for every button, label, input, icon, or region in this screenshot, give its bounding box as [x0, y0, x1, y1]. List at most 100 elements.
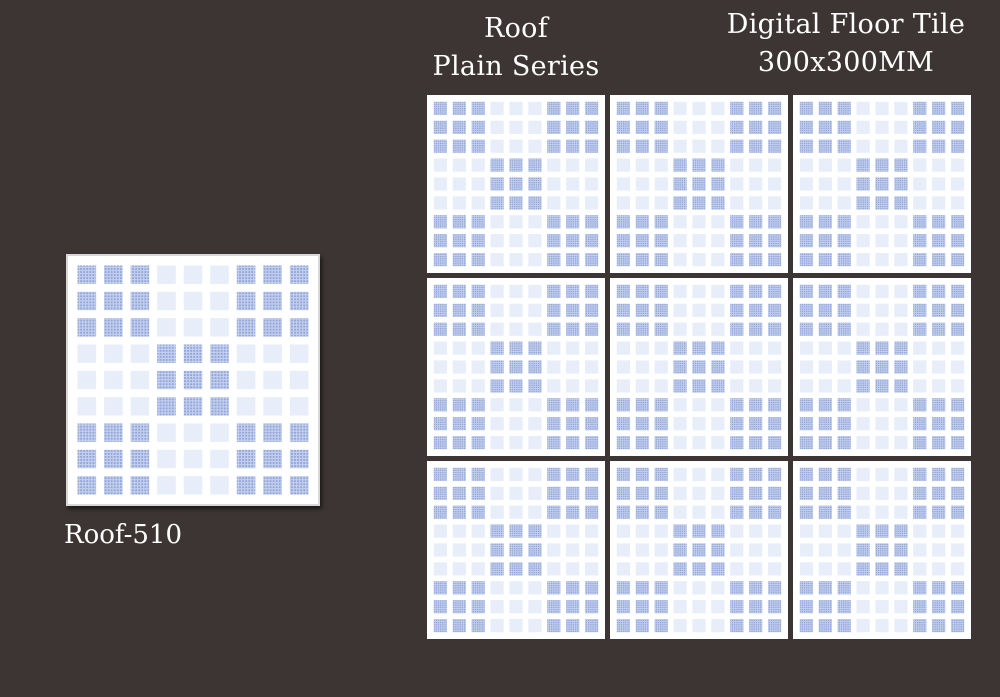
- tile-square-dark: [654, 435, 668, 450]
- tile-square-light: [210, 291, 229, 311]
- tile-square-light: [490, 467, 504, 482]
- tile-square-light: [711, 581, 725, 595]
- tile-square-light: [528, 284, 542, 299]
- tile-square-light: [673, 486, 687, 500]
- tile-square-dark: [730, 101, 744, 116]
- tile-square-light: [711, 467, 725, 482]
- tile-square-light: [894, 486, 908, 500]
- tile-square-light: [711, 284, 725, 299]
- tile-square-dark: [547, 618, 561, 633]
- tile-square-light: [950, 196, 965, 210]
- tile-square-light: [730, 524, 744, 538]
- tile-square-dark: [104, 423, 123, 442]
- tile-square-dark: [767, 322, 782, 336]
- tile-square-dark: [452, 618, 466, 633]
- tile-square-dark: [471, 581, 485, 595]
- tile-square-dark: [749, 101, 763, 116]
- tile-square-dark: [837, 139, 851, 153]
- tile-square-light: [547, 562, 561, 576]
- tile-square-dark: [236, 449, 256, 469]
- tile-square-dark: [77, 476, 97, 495]
- tile-square-dark: [584, 303, 599, 317]
- tile-square-dark: [104, 318, 123, 337]
- tile-square-light: [818, 158, 832, 172]
- tile-square-dark: [767, 486, 782, 500]
- tile-square-dark: [584, 600, 599, 614]
- tile-square-light: [818, 562, 832, 576]
- tile-square-dark: [875, 379, 889, 393]
- tile-square-dark: [692, 543, 706, 557]
- tile-square-dark: [616, 581, 631, 595]
- tile-square-dark: [130, 449, 150, 469]
- tile-square-dark: [749, 303, 763, 317]
- tile-square-dark: [584, 284, 599, 299]
- tile-square-dark: [894, 543, 908, 557]
- tile-square-dark: [950, 467, 965, 482]
- tile-square-dark: [837, 581, 851, 595]
- tile-square-light: [584, 360, 599, 374]
- tile-square-light: [894, 618, 908, 633]
- tile-square-dark: [837, 618, 851, 633]
- tile-square-light: [509, 234, 523, 248]
- tile-square-light: [157, 291, 176, 311]
- tile-square-dark: [711, 341, 725, 355]
- tile-square-dark: [566, 398, 580, 412]
- tile-square-light: [616, 379, 631, 393]
- tile-square-dark: [452, 505, 466, 519]
- grid-tile: [427, 95, 605, 273]
- tile-square-light: [490, 234, 504, 248]
- tile-square-dark: [528, 524, 542, 538]
- tile-square-dark: [210, 344, 229, 363]
- tile-square-dark: [547, 120, 561, 134]
- tile-square-light: [692, 417, 706, 431]
- tile-square-dark: [799, 215, 814, 229]
- tile-square-dark: [547, 139, 561, 153]
- tile-square-dark: [490, 379, 504, 393]
- tile-square-light: [818, 360, 832, 374]
- tile-square-dark: [818, 618, 832, 633]
- tile-square-dark: [157, 344, 176, 363]
- tile-square-dark: [236, 265, 256, 284]
- grid-tile: [427, 461, 605, 639]
- tile-square-light: [856, 398, 870, 412]
- tile-square-dark: [616, 467, 631, 482]
- tile-square-dark: [818, 215, 832, 229]
- tile-square-dark: [932, 322, 946, 336]
- tile-square-light: [856, 581, 870, 595]
- tile-square-light: [711, 417, 725, 431]
- tile-square-light: [263, 370, 282, 390]
- tile-square-dark: [433, 284, 448, 299]
- tile-square-dark: [157, 397, 176, 416]
- tile-square-light: [711, 139, 725, 153]
- tile-square-light: [730, 379, 744, 393]
- tile-square-dark: [509, 379, 523, 393]
- tile-square-dark: [509, 177, 523, 191]
- tile-square-dark: [584, 435, 599, 450]
- tile-square-light: [566, 158, 580, 172]
- tile-square-light: [894, 234, 908, 248]
- tile-square-dark: [654, 284, 668, 299]
- tile-square-light: [894, 435, 908, 450]
- tile-square-dark: [547, 284, 561, 299]
- tile-square-dark: [528, 341, 542, 355]
- tile-square-dark: [654, 303, 668, 317]
- tile-square-light: [584, 341, 599, 355]
- tile-square-light: [547, 543, 561, 557]
- tile-square-light: [692, 435, 706, 450]
- tile-square-dark: [875, 177, 889, 191]
- tile-square-dark: [711, 158, 725, 172]
- tile-square-light: [654, 196, 668, 210]
- tile-square-light: [730, 543, 744, 557]
- tile-square-dark: [913, 252, 927, 267]
- tile-square-light: [528, 398, 542, 412]
- tile-square-light: [433, 341, 448, 355]
- tile-square-dark: [730, 417, 744, 431]
- tile-square-light: [856, 600, 870, 614]
- tile-square-light: [799, 379, 814, 393]
- tile-square-light: [236, 370, 256, 390]
- tile-square-light: [452, 524, 466, 538]
- tile-square-dark: [528, 158, 542, 172]
- tile-square-light: [932, 360, 946, 374]
- tile-square-light: [837, 524, 851, 538]
- tile-square-light: [692, 252, 706, 267]
